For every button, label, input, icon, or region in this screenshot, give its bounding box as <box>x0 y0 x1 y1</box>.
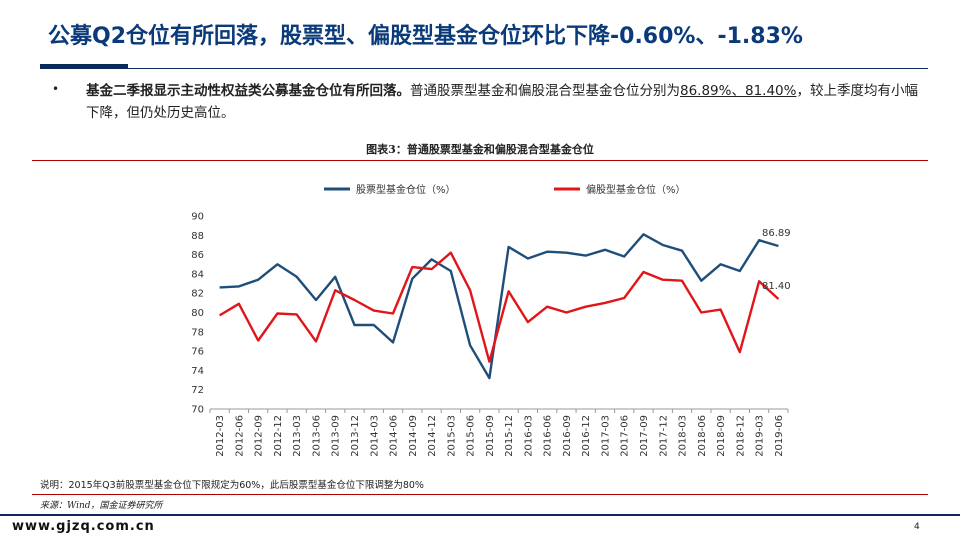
x-axis: 2012-03 2012-06 2012-09 2012-12 2013-03 2013-… <box>209 408 789 457</box>
x-tick-label: 2013-03 <box>292 415 303 457</box>
y-tick-label: 84 <box>191 269 204 280</box>
bullet-bold-text: 基金二季报显示主动性权益类公募基金仓位有所回落。 <box>86 83 410 99</box>
x-tick-label: 2014-06 <box>389 415 400 457</box>
x-tick-label: 2017-12 <box>658 415 669 457</box>
bullet-normal-text-2: ，较上季度均有小幅下降，但仍处历史高位。 <box>86 83 918 121</box>
x-tick-label: 2012-12 <box>273 415 284 457</box>
bullet-paragraph: 基金二季报显示主动性权益类公募基金仓位有所回落。普通股票型基金和偏股混合型基金仓… <box>86 80 926 124</box>
x-tick-label: 2013-09 <box>331 415 342 457</box>
y-tick-label: 86 <box>191 250 204 261</box>
x-tick-label: 2018-09 <box>716 415 727 457</box>
y-tick-label: 80 <box>191 308 204 319</box>
series-1-end-label: 86.89 <box>762 228 791 239</box>
y-tick-label: 90 <box>191 212 204 223</box>
legend-label-2: 偏股型基金仓位（%） <box>586 183 686 196</box>
x-tick-label: 2012-06 <box>234 415 245 457</box>
chart-series <box>218 233 780 380</box>
x-tick-label: 2016-09 <box>562 415 573 457</box>
y-tick-label: 74 <box>191 366 204 377</box>
bullet-icon: • <box>52 82 60 96</box>
x-tick-label: 2017-06 <box>620 415 631 457</box>
x-tick-label: 2012-09 <box>254 415 265 457</box>
chart-source: 来源：Wind，国金证券研究所 <box>40 501 163 511</box>
series-line-2 <box>218 251 780 363</box>
figure-caption: 图表3：普通股票型基金和偏股混合型基金仓位 <box>366 143 594 156</box>
series-2-end-label: 81.40 <box>762 281 791 292</box>
y-tick-label: 78 <box>191 327 204 338</box>
footer-url[interactable]: www.gjzq.com.cn <box>12 519 155 534</box>
page-number: 4 <box>914 522 920 532</box>
y-tick-label: 72 <box>191 385 204 396</box>
x-tick-label: 2015-12 <box>504 415 515 457</box>
title-accent-bar <box>40 64 128 69</box>
chart-legend: 股票型基金仓位（%） 偏股型基金仓位（%） <box>324 183 686 196</box>
y-tick-label: 82 <box>191 289 204 300</box>
slide-title: 公募Q2仓位有所回落，股票型、偏股型基金仓位环比下降-0.60%、-1.83% <box>48 24 803 49</box>
x-tick-label: 2017-09 <box>639 415 650 457</box>
x-tick-label: 2018-03 <box>678 415 689 457</box>
series-line-1 <box>219 233 779 380</box>
x-tick-label: 2014-12 <box>427 415 438 457</box>
y-axis: 70 72 74 76 78 80 82 84 86 88 90 <box>191 212 204 416</box>
x-tick-label: 2019-03 <box>755 415 766 457</box>
bullet-underlined-values: 86.89%、81.40% <box>680 83 797 99</box>
legend-label-1: 股票型基金仓位（%） <box>356 183 456 196</box>
x-tick-label: 2018-12 <box>735 415 746 457</box>
x-tick-label: 2012-03 <box>215 415 226 457</box>
bullet-normal-text-1: 普通股票型基金和偏股混合型基金仓位分别为 <box>410 83 680 99</box>
x-tick-label: 2014-03 <box>369 415 380 457</box>
x-tick-label: 2016-03 <box>523 415 534 457</box>
x-tick-label: 2014-09 <box>408 415 419 457</box>
x-tick-label: 2015-03 <box>446 415 457 457</box>
caption-rule <box>32 160 928 161</box>
footer-bar <box>0 514 960 516</box>
x-tick-label: 2016-06 <box>543 415 554 457</box>
chart-note: 说明：2015年Q3前股票型基金仓位下限规定为60%，此后股票型基金仓位下限调整… <box>40 480 424 491</box>
note-rule <box>32 494 928 495</box>
chart-data-labels: 86.89 81.40 <box>762 228 791 292</box>
title-underline-rule <box>40 68 928 69</box>
x-tick-label: 2016-12 <box>581 415 592 457</box>
x-tick-label: 2013-12 <box>350 415 361 457</box>
x-tick-label: 2018-06 <box>697 415 708 457</box>
x-tick-label: 2013-06 <box>311 415 322 457</box>
y-tick-label: 76 <box>191 347 204 358</box>
y-tick-label: 88 <box>191 231 204 242</box>
x-tick-label: 2015-06 <box>466 415 477 457</box>
x-tick-label: 2015-09 <box>485 415 496 457</box>
x-tick-label: 2019-06 <box>774 415 785 457</box>
y-tick-label: 70 <box>191 405 204 416</box>
x-tick-label: 2017-03 <box>600 415 611 457</box>
